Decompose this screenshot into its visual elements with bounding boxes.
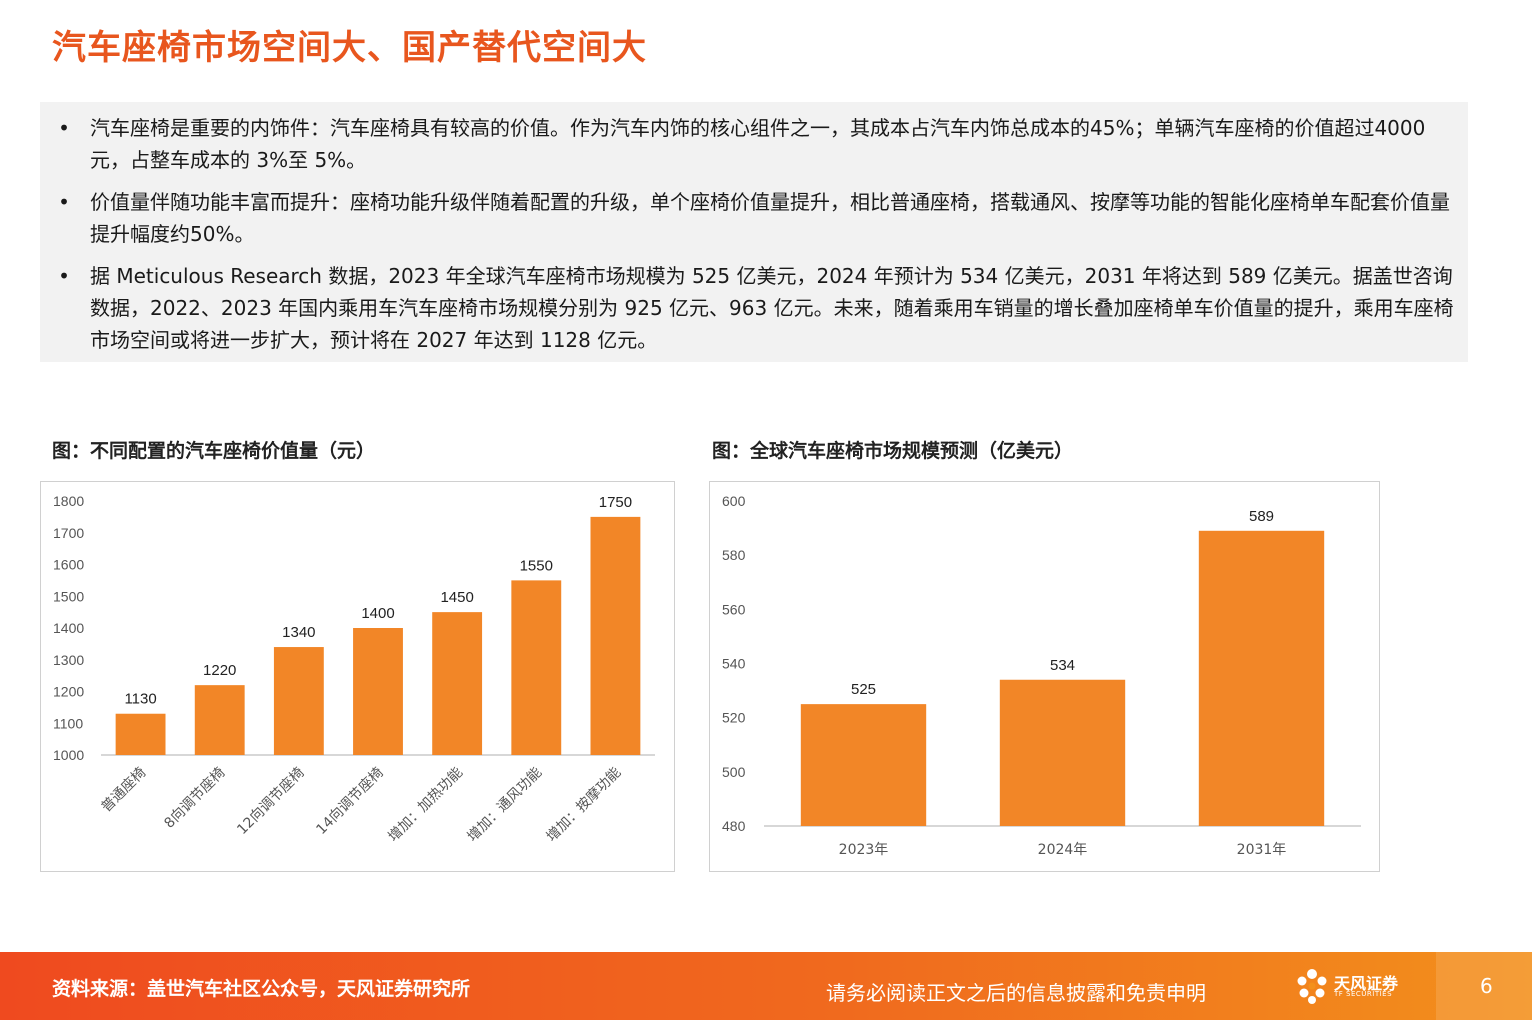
logo-flower-icon	[1297, 969, 1327, 1004]
x-category-label: 增加：加热功能	[385, 765, 466, 846]
footer-bar: 资料来源：盖世汽车社区公众号，天风证券研究所 请务必阅读正文之后的信息披露和免责…	[0, 952, 1532, 1020]
bar	[115, 713, 166, 755]
bullet-item: • 据 Meticulous Research 数据，2023 年全球汽车座椅市…	[54, 260, 1456, 356]
y-tick-label: 520	[722, 710, 746, 726]
chart-market-size-svg: 480 500 520 540 560 580 600 525 2023年 534 2024年 589…	[722, 493, 1361, 858]
x-category-label: 2023年	[839, 842, 889, 858]
source-note: 资料来源：盖世汽车社区公众号，天风证券研究所	[52, 978, 471, 1000]
bar-value-label: 1340	[282, 624, 315, 641]
y-tick-label: 1200	[53, 684, 84, 700]
y-tick-label: 1600	[53, 557, 84, 573]
x-category-label: 14向调节座椅	[313, 765, 386, 838]
x-category-label: 增加：按摩功能	[543, 764, 624, 845]
y-tick-label: 540	[722, 656, 746, 672]
bullet-dot-icon: •	[58, 190, 70, 214]
bullet-text: 据 Meticulous Research 数据，2023 年全球汽车座椅市场规…	[90, 264, 1454, 352]
chart-title-market-size: 图：全球汽车座椅市场规模预测（亿美元）	[712, 440, 1074, 462]
bar-value-label: 1750	[599, 494, 632, 511]
disclaimer-link[interactable]: 请务必阅读正文之后的信息披露和免责申明	[826, 981, 1206, 1005]
y-tick-label: 1700	[53, 525, 84, 541]
y-tick-label: 1500	[53, 588, 84, 604]
y-tick-label: 1800	[53, 493, 84, 509]
bar	[273, 647, 324, 755]
summary-panel: • 汽车座椅是重要的内饰件：汽车座椅具有较高的价值。作为汽车内饰的核心组件之一，…	[40, 102, 1468, 362]
x-category-label: 普通座椅	[98, 765, 149, 816]
chart-seat-value: 1000 1100 1200 1300 1400 1500 1600 1700 1800 1130…	[40, 481, 675, 872]
bar	[194, 685, 245, 755]
x-category-label: 12向调节座椅	[234, 765, 307, 838]
page-title: 汽车座椅市场空间大、国产替代空间大	[52, 28, 647, 68]
x-category-label: 增加：通风功能	[465, 765, 546, 846]
chart-title-seat-value: 图：不同配置的汽车座椅价值量（元）	[52, 440, 376, 462]
page-number: 6	[1480, 974, 1493, 998]
company-logo: 天风证券 TF SECURITIES	[1294, 966, 1434, 1006]
bar-value-label: 1550	[520, 557, 553, 574]
bar	[999, 679, 1126, 826]
bar	[800, 704, 927, 826]
y-tick-label: 1100	[53, 715, 83, 731]
bar-value-label: 1450	[440, 589, 473, 606]
bar-value-label: 589	[1249, 508, 1274, 525]
y-tick-label: 580	[722, 547, 746, 563]
y-tick-label: 1400	[53, 620, 84, 636]
chart-seat-value-svg: 1000 1100 1200 1300 1400 1500 1600 1700 1800 1130…	[53, 493, 655, 846]
bar	[432, 612, 483, 755]
bullet-text: 汽车座椅是重要的内饰件：汽车座椅具有较高的价值。作为汽车内饰的核心组件之一，其成…	[90, 116, 1426, 172]
chart-market-size: 480 500 520 540 560 580 600 525 2023年 534 2024年 589…	[709, 481, 1380, 872]
logo-text: 天风证券	[1334, 974, 1399, 993]
y-tick-label: 500	[722, 764, 746, 780]
bullet-item: • 价值量伴随功能丰富而提升：座椅功能升级伴随着配置的升级，单个座椅价值量提升，…	[54, 186, 1456, 250]
x-category-label: 2024年	[1038, 842, 1088, 858]
bullet-item: • 汽车座椅是重要的内饰件：汽车座椅具有较高的价值。作为汽车内饰的核心组件之一，…	[54, 112, 1456, 176]
bar	[511, 580, 562, 755]
bar	[353, 628, 403, 755]
bullet-text: 价值量伴随功能丰富而提升：座椅功能升级伴随着配置的升级，单个座椅价值量提升，相比…	[90, 190, 1450, 246]
y-tick-label: 600	[722, 493, 746, 509]
bar-value-label: 525	[851, 681, 876, 698]
bar-value-label: 1130	[124, 691, 156, 708]
logo-subtext: TF SECURITIES	[1334, 990, 1393, 998]
x-category-label: 2031年	[1237, 842, 1287, 858]
page-number-box	[1436, 952, 1532, 1020]
bar	[1198, 530, 1325, 826]
x-category-label: 8向调节座椅	[161, 765, 228, 832]
y-tick-label: 560	[722, 601, 746, 617]
bar-value-label: 1220	[203, 662, 236, 679]
bullet-dot-icon: •	[58, 264, 70, 288]
bar-value-label: 534	[1050, 657, 1075, 674]
y-tick-label: 480	[722, 818, 746, 834]
bullet-dot-icon: •	[58, 116, 70, 140]
bar-value-label: 1400	[361, 605, 394, 622]
y-tick-label: 1000	[53, 747, 84, 763]
bar	[590, 516, 641, 755]
y-tick-label: 1300	[53, 652, 84, 668]
